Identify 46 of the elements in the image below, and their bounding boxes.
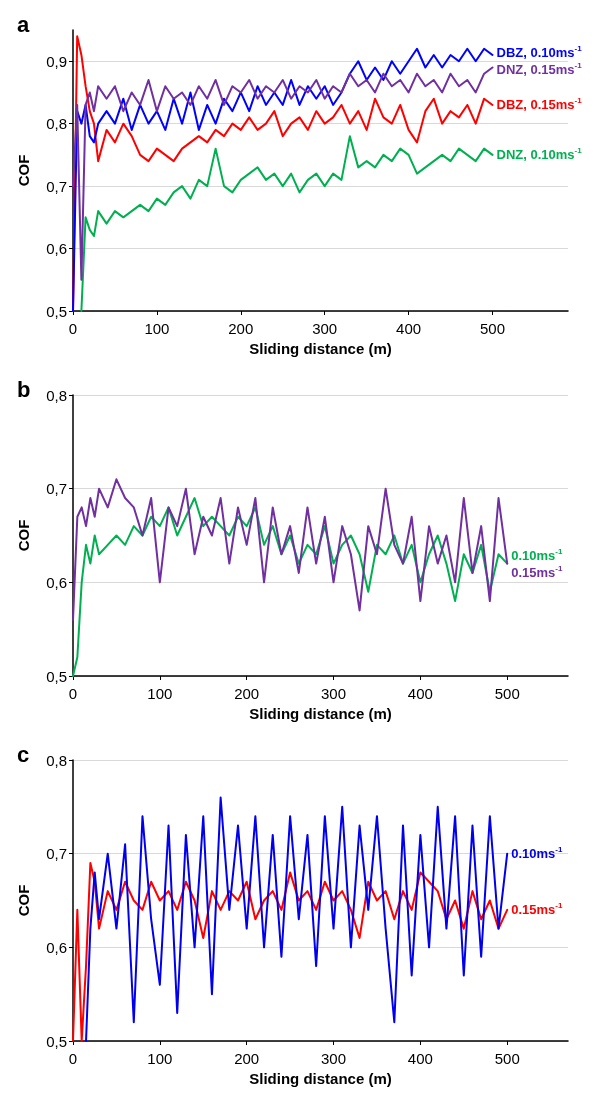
chart-title: b: [17, 376, 31, 402]
x-tick-label: 300: [321, 685, 347, 702]
chart-title: c: [17, 741, 30, 767]
x-tick-label: 400: [407, 1050, 433, 1067]
x-tick-label: 200: [234, 685, 260, 702]
y-tick-label: 0,6: [46, 573, 67, 591]
line-series: [72, 478, 509, 621]
y-tick-label: 0,5: [46, 1032, 67, 1050]
x-tick-label: 300: [312, 320, 338, 337]
y-tick-label: 0,8: [46, 115, 67, 133]
x-tick-label: 400: [407, 685, 433, 702]
line-series: [72, 862, 509, 1042]
line-series: [80, 135, 494, 312]
y-tick-label: 0,6: [46, 938, 67, 956]
x-tick-label: 500: [494, 685, 520, 702]
x-tick-label: 100: [147, 1050, 173, 1067]
x-tick-label: 300: [321, 1050, 347, 1067]
y-tick-label: 0,8: [46, 751, 67, 769]
y-tick-label: 0,8: [46, 386, 67, 404]
y-axis-title: COF: [15, 154, 32, 187]
y-tick-label: 0,7: [46, 845, 67, 863]
line-series: [85, 796, 509, 1042]
x-tick-label: 500: [479, 320, 506, 337]
y-axis-title: COF: [15, 519, 32, 552]
y-tick-label: 0,6: [46, 240, 67, 258]
y-tick-label: 0,7: [46, 177, 67, 195]
y-tick-label: 0,5: [46, 667, 67, 685]
line-series: [72, 66, 494, 281]
y-tick-label: 0,7: [46, 480, 67, 498]
x-tick-label: 0: [68, 320, 78, 337]
x-tick-label: 500: [494, 1050, 520, 1067]
x-axis-title: Sliding distance (m): [249, 340, 392, 357]
x-axis-title: Sliding distance (m): [249, 1070, 392, 1087]
x-tick-label: 0: [68, 1050, 78, 1067]
x-tick-label: 200: [234, 1050, 260, 1067]
x-tick-label: 0: [68, 685, 78, 702]
x-tick-label: 200: [228, 320, 254, 337]
x-tick-label: 100: [147, 685, 173, 702]
line-series: [72, 497, 509, 677]
x-axis-title: Sliding distance (m): [249, 705, 392, 722]
chart-title: a: [17, 11, 30, 37]
y-tick-label: 0,9: [46, 52, 67, 70]
x-tick-label: 100: [144, 320, 170, 337]
y-axis-title: COF: [15, 884, 32, 917]
y-tick-label: 0,5: [46, 302, 67, 320]
x-tick-label: 400: [396, 320, 422, 337]
